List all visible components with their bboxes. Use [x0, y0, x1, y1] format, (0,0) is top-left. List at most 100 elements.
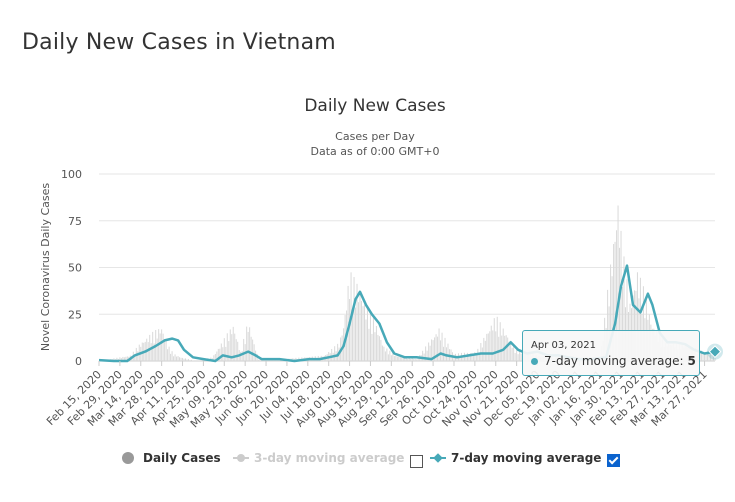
- daily-cases-bar: [702, 353, 704, 361]
- daily-cases-bar: [393, 355, 395, 361]
- daily-cases-bar: [168, 346, 170, 361]
- chart-subtitle-line-2: Data as of 0:00 GMT+0: [311, 145, 440, 158]
- daily-cases-bar: [480, 343, 482, 361]
- daily-cases-bar: [513, 344, 515, 361]
- daily-cases-bar: [222, 347, 224, 361]
- daily-cases-bar: [705, 352, 707, 361]
- daily-cases-bar: [369, 312, 371, 361]
- daily-cases-bar: [179, 357, 181, 361]
- daily-cases-bar: [334, 346, 336, 361]
- daily-cases-bar: [220, 343, 222, 361]
- daily-cases-bar: [228, 341, 230, 361]
- daily-cases-bar: [173, 356, 175, 361]
- daily-cases-bar: [122, 356, 124, 361]
- daily-cases-bar: [384, 351, 386, 361]
- line-marker-icon: [233, 454, 249, 462]
- daily-cases-bar: [493, 318, 495, 361]
- daily-cases-bar: [234, 333, 236, 361]
- daily-cases-bar: [519, 350, 521, 361]
- daily-cases-bar: [416, 359, 418, 361]
- legend-item-7-day-average[interactable]: 7-day moving average: [430, 446, 601, 470]
- daily-cases-bar: [701, 350, 703, 361]
- daily-cases-bar: [520, 353, 522, 361]
- daily-cases-bar: [711, 351, 713, 361]
- checkbox-3-day-average[interactable]: [410, 455, 423, 468]
- daily-cases-bar: [632, 295, 634, 361]
- daily-cases-bar: [189, 360, 191, 361]
- y-axis-ticks: 0 25 50 75 100: [61, 168, 82, 368]
- daily-cases-bar: [459, 356, 461, 361]
- hover-marker: [708, 345, 722, 359]
- daily-cases-bar: [708, 352, 710, 361]
- daily-cases-bar: [362, 306, 364, 361]
- daily-cases-bar: [389, 350, 391, 361]
- daily-cases-bar: [616, 230, 618, 361]
- daily-cases-bar: [511, 347, 513, 361]
- daily-cases-bar: [441, 332, 443, 361]
- daily-cases-bar: [380, 339, 382, 361]
- daily-cases-bar: [639, 277, 641, 361]
- daily-cases-bar: [472, 353, 474, 361]
- daily-cases-bar: [501, 335, 503, 361]
- daily-cases-bar: [490, 325, 492, 361]
- daily-cases-bar: [261, 359, 263, 361]
- y-tick-label: 100: [61, 168, 82, 181]
- daily-cases-bar: [368, 328, 370, 361]
- daily-cases-bar: [495, 331, 497, 361]
- y-tick-label: 75: [68, 215, 82, 228]
- daily-cases-bar: [113, 358, 115, 361]
- daily-cases-bar: [150, 343, 152, 361]
- daily-cases-bar: [425, 346, 427, 361]
- daily-cases-bar: [401, 357, 403, 361]
- daily-cases-bar: [411, 358, 413, 361]
- daily-cases-bar: [216, 351, 218, 361]
- daily-cases-bar: [252, 339, 254, 361]
- daily-cases-bar: [116, 357, 118, 361]
- daily-cases-bar: [213, 355, 215, 361]
- daily-cases-bar: [264, 359, 266, 361]
- daily-cases-bar: [167, 349, 169, 361]
- daily-cases-bar: [365, 319, 367, 361]
- daily-cases-bar: [153, 343, 155, 361]
- tooltip-date: Apr 03, 2021: [531, 340, 597, 351]
- daily-cases-bar: [229, 329, 231, 361]
- daily-cases-bar: [366, 308, 368, 361]
- legend-label-7-day-average: 7-day moving average: [451, 451, 602, 465]
- circle-icon: [122, 452, 134, 464]
- daily-cases-bar: [428, 342, 430, 361]
- daily-cases-bar: [496, 316, 498, 361]
- daily-cases-bar: [259, 359, 261, 361]
- daily-cases-bar: [395, 355, 397, 361]
- daily-cases-bar: [381, 345, 383, 361]
- daily-cases-bar: [402, 356, 404, 361]
- daily-cases-bar: [199, 360, 201, 361]
- daily-cases-bar: [396, 356, 398, 361]
- daily-cases-bar: [180, 357, 182, 361]
- daily-cases-bar: [399, 356, 401, 361]
- daily-cases-bar: [620, 230, 622, 361]
- daily-cases-bar: [377, 334, 379, 361]
- daily-cases-bar: [182, 357, 184, 361]
- daily-cases-bar: [356, 283, 358, 361]
- daily-cases-bar: [613, 244, 615, 361]
- legend-item-3-day-average[interactable]: 3-day moving average: [233, 446, 404, 470]
- legend-item-daily-cases[interactable]: Daily Cases: [122, 446, 221, 470]
- daily-cases-bar: [217, 348, 219, 361]
- daily-cases-bar: [176, 356, 178, 361]
- daily-cases-bar: [120, 358, 122, 361]
- daily-cases-bar: [253, 344, 255, 361]
- line-diamond-icon: [430, 453, 446, 463]
- daily-cases-bar: [699, 353, 701, 361]
- daily-cases-bar: [331, 349, 333, 361]
- y-tick-label: 25: [68, 308, 82, 321]
- daily-cases-bar: [387, 354, 389, 361]
- daily-cases-bar: [478, 352, 480, 361]
- tooltip-value: 5: [687, 354, 696, 368]
- daily-cases-bar: [410, 358, 412, 361]
- checkbox-7-day-average[interactable]: [607, 454, 620, 467]
- daily-cases-bar: [147, 342, 149, 361]
- daily-cases-bar: [355, 307, 357, 361]
- page-title: Daily New Cases in Vietnam: [22, 30, 336, 55]
- daily-cases-bar: [349, 299, 351, 361]
